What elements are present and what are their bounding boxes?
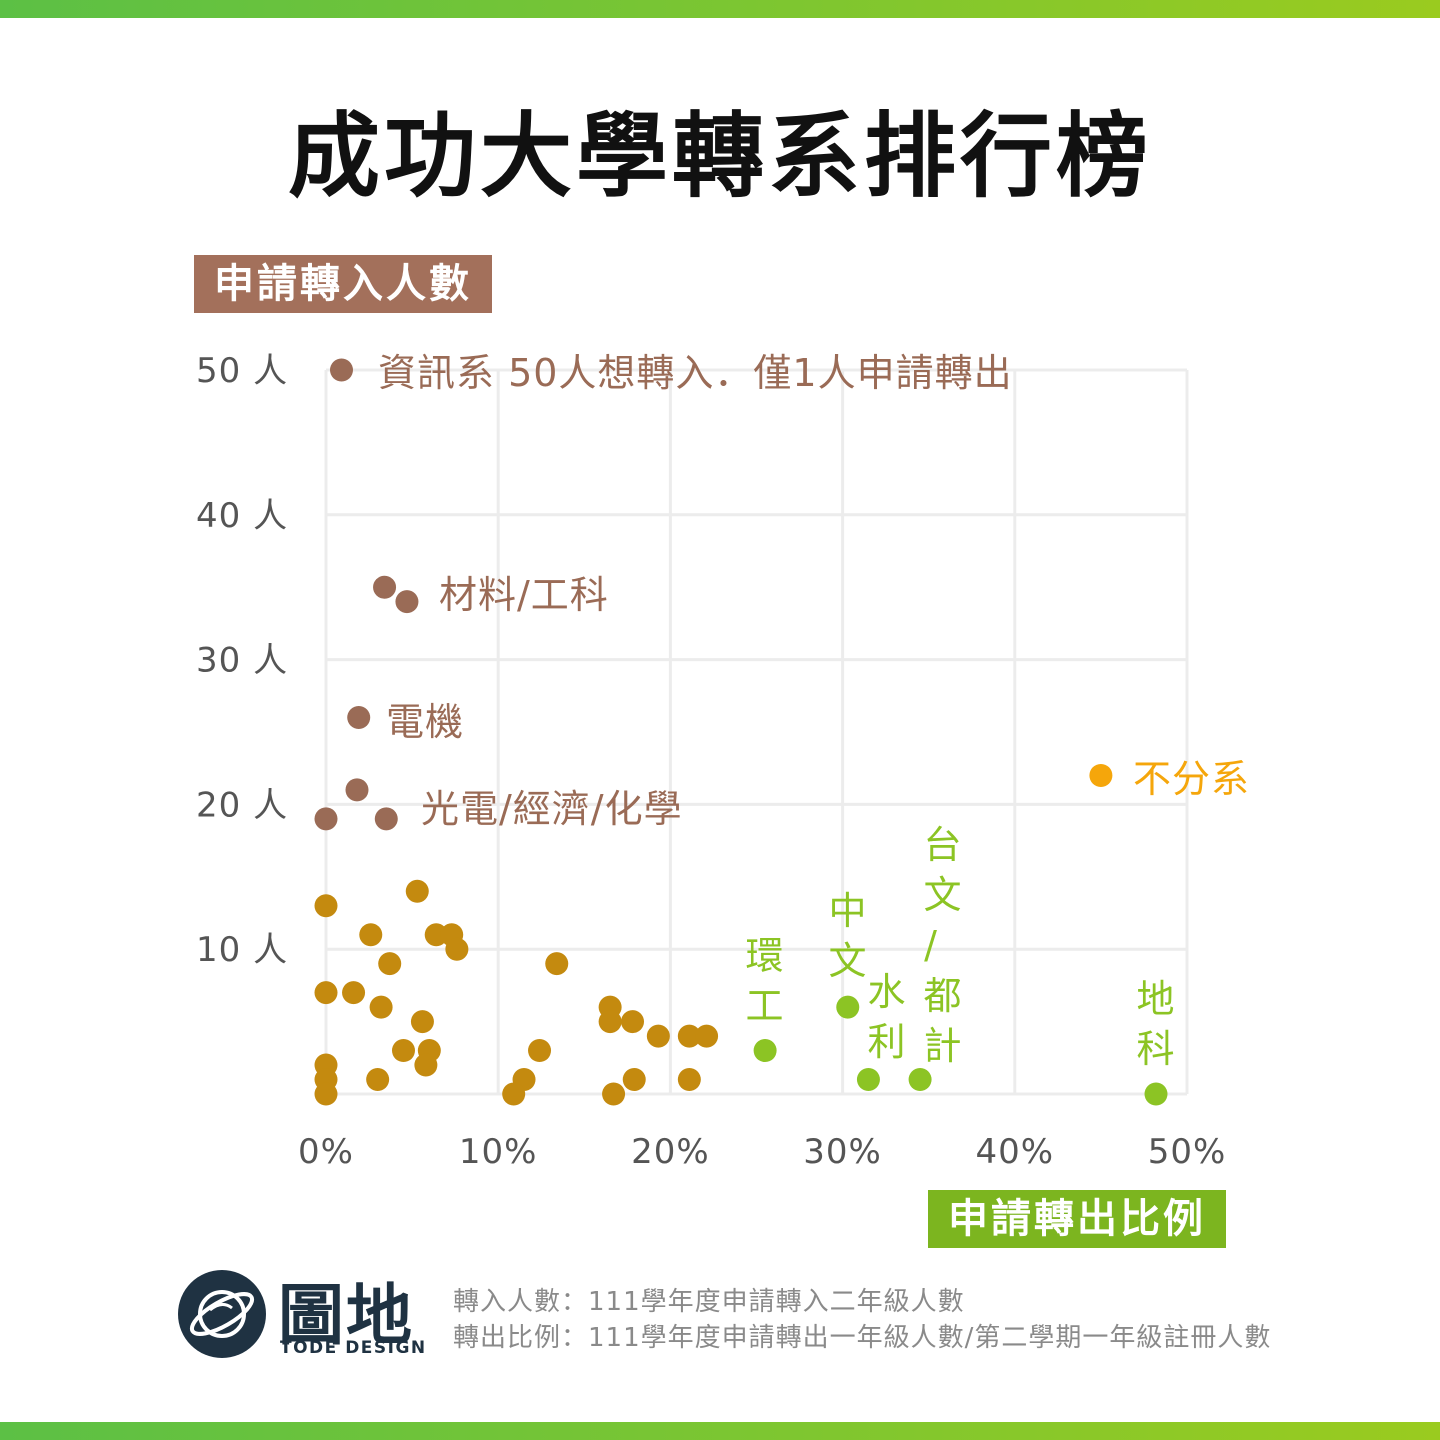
annotation-earth: 科 bbox=[1136, 1027, 1175, 1071]
x-tick-label: 50% bbox=[1148, 1132, 1227, 1172]
top-accent-bar bbox=[0, 0, 1440, 18]
annotation-chinese: 中 bbox=[828, 889, 867, 933]
annotation-chinese: 文 bbox=[828, 939, 867, 983]
data-point-brown bbox=[329, 358, 353, 382]
y-tick-label: 20 人 bbox=[196, 785, 288, 825]
annotation-csie: 資訊系 50人想轉入．僅1人申請轉出 bbox=[378, 351, 1013, 395]
data-point-gold bbox=[410, 1010, 434, 1034]
data-point-green bbox=[908, 1068, 932, 1092]
x-tick-label: 10% bbox=[459, 1132, 538, 1172]
annotation-taiwanese: / bbox=[924, 923, 938, 967]
data-point-gold bbox=[622, 1068, 646, 1092]
x-tick-label: 20% bbox=[631, 1132, 710, 1172]
y-tick-label: 30 人 bbox=[196, 641, 288, 681]
annotation-env: 工 bbox=[745, 984, 784, 1028]
footnote-inflow: 轉入人數：111學年度申請轉入二年級人數 bbox=[453, 1287, 965, 1317]
x-tick-label: 30% bbox=[803, 1132, 882, 1172]
data-point-gold bbox=[695, 1024, 719, 1048]
data-point-gold bbox=[528, 1039, 552, 1063]
data-point-gold bbox=[378, 952, 402, 976]
y-axis-label: 申請轉入人數 bbox=[194, 255, 492, 313]
x-tick-label: 0% bbox=[298, 1132, 354, 1172]
annotation-photonics: 光電/經濟/化學 bbox=[421, 787, 683, 831]
data-point-gold bbox=[314, 1082, 338, 1106]
x-tick-label: 40% bbox=[976, 1132, 1055, 1172]
data-point-gold bbox=[677, 1024, 701, 1048]
logo-planet-icon bbox=[178, 1270, 266, 1358]
planet-icon bbox=[189, 1290, 255, 1338]
data-point-gold bbox=[359, 923, 383, 947]
data-point-green bbox=[836, 995, 860, 1019]
annotation-taiwanese: 台 bbox=[923, 823, 962, 867]
data-point-gold bbox=[502, 1082, 526, 1106]
y-tick-label: 50 人 bbox=[196, 351, 288, 391]
data-point-gold bbox=[602, 1082, 626, 1106]
data-point-gold bbox=[677, 1068, 701, 1092]
brand-subtitle: TODE DESIGN bbox=[280, 1338, 427, 1358]
data-point-gold bbox=[391, 1039, 415, 1063]
data-point-brown bbox=[345, 778, 369, 802]
data-point-brown bbox=[347, 706, 371, 730]
bottom-accent-bar bbox=[0, 1422, 1440, 1440]
annotation-undeclared: 不分系 bbox=[1133, 757, 1250, 801]
data-point-brown bbox=[373, 575, 397, 599]
data-point-green bbox=[1144, 1082, 1168, 1106]
data-point-gold bbox=[314, 894, 338, 918]
annotation-taiwanese: 計 bbox=[923, 1024, 962, 1068]
data-point-gold bbox=[598, 1010, 622, 1034]
data-point-orange bbox=[1089, 763, 1113, 787]
annotation-taiwanese: 文 bbox=[923, 873, 962, 917]
data-point-gold bbox=[445, 937, 469, 961]
data-point-brown bbox=[314, 807, 338, 831]
page-title: 成功大學轉系排行榜 bbox=[287, 103, 1152, 210]
brand-name: 圖地 bbox=[278, 1277, 414, 1354]
data-point-gold bbox=[621, 1010, 645, 1034]
data-point-gold bbox=[414, 1053, 438, 1077]
data-point-gold bbox=[646, 1024, 670, 1048]
data-point-green bbox=[753, 1039, 777, 1063]
data-point-gold bbox=[314, 981, 338, 1005]
footnote-outflow: 轉出比例：111學年度申請轉出一年級人數/第二學期一年級註冊人數 bbox=[453, 1323, 1272, 1353]
annotation-ee: 電機 bbox=[386, 700, 464, 744]
annotation-hydraulic: 利 bbox=[867, 1020, 906, 1064]
annotation-hydraulic: 水 bbox=[867, 970, 906, 1014]
annotation-env: 環 bbox=[745, 934, 784, 978]
data-point-green bbox=[856, 1068, 880, 1092]
data-point-gold bbox=[369, 995, 393, 1019]
annotation-taiwanese: 都 bbox=[923, 974, 962, 1018]
y-tick-label: 40 人 bbox=[196, 496, 288, 536]
data-point-gold bbox=[366, 1068, 390, 1092]
data-point-gold bbox=[545, 952, 569, 976]
data-point-gold bbox=[342, 981, 366, 1005]
data-point-brown bbox=[374, 807, 398, 831]
data-point-brown bbox=[395, 590, 419, 614]
x-axis-label: 申請轉出比例 bbox=[928, 1190, 1226, 1248]
annotation-earth: 地 bbox=[1136, 977, 1175, 1021]
data-point-gold bbox=[405, 879, 429, 903]
annotation-materials: 材料/工科 bbox=[439, 573, 609, 617]
y-tick-label: 10 人 bbox=[196, 930, 288, 970]
